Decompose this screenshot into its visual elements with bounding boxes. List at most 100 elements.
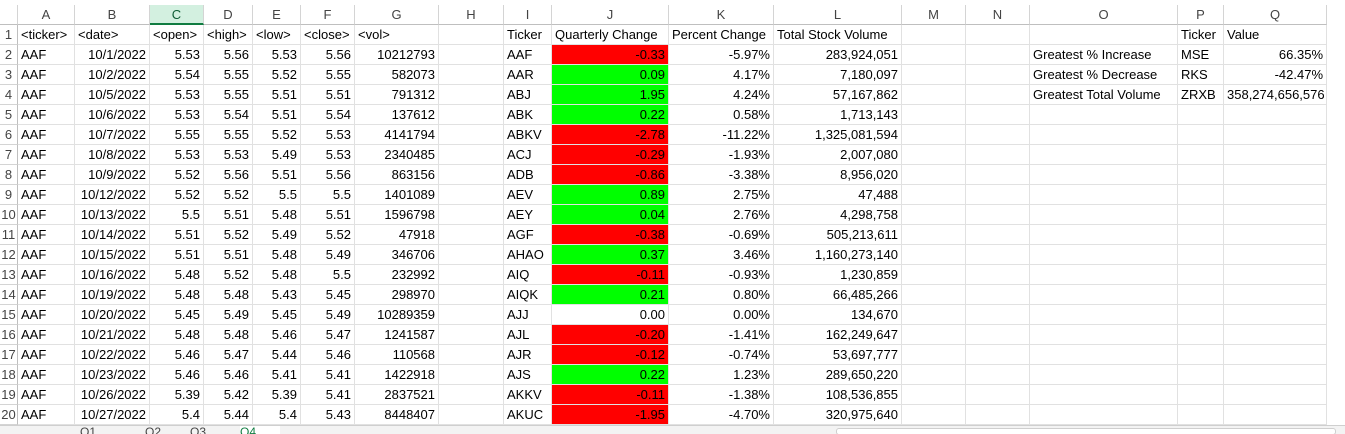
empty-cell[interactable]: [1030, 25, 1178, 45]
empty-cell[interactable]: [1030, 365, 1178, 385]
empty-cell[interactable]: [1224, 225, 1327, 245]
ticker-cell[interactable]: AAF: [18, 45, 75, 65]
quarterly-change-cell[interactable]: -0.20: [552, 325, 669, 345]
empty-cell[interactable]: [1178, 305, 1224, 325]
summary-ticker-cell[interactable]: AKUC: [504, 405, 552, 425]
column-header-g[interactable]: G: [355, 5, 439, 25]
summary-ticker-cell[interactable]: ADB: [504, 165, 552, 185]
empty-cell[interactable]: [439, 285, 504, 305]
value-cell[interactable]: 5.53: [301, 145, 355, 165]
quarterly-change-cell[interactable]: -0.12: [552, 345, 669, 365]
sheet-tab[interactable]: Q4: [240, 426, 280, 434]
empty-cell[interactable]: [1224, 265, 1327, 285]
value-cell[interactable]: 5.43: [253, 285, 301, 305]
column-header-i[interactable]: I: [504, 5, 552, 25]
ticker-cell[interactable]: AAF: [18, 145, 75, 165]
total-volume-cell[interactable]: 2,007,080: [774, 145, 902, 165]
row-header[interactable]: 12: [0, 245, 18, 265]
value-cell[interactable]: 5.49: [301, 305, 355, 325]
date-cell[interactable]: 10/19/2022: [75, 285, 150, 305]
date-cell[interactable]: 10/12/2022: [75, 185, 150, 205]
greatest-label-cell[interactable]: Greatest Total Volume: [1030, 85, 1178, 105]
value-cell[interactable]: 298970: [355, 285, 439, 305]
date-cell[interactable]: 10/27/2022: [75, 405, 150, 425]
empty-cell[interactable]: [966, 285, 1030, 305]
empty-cell[interactable]: [1224, 145, 1327, 165]
value-cell[interactable]: 5.5: [301, 265, 355, 285]
empty-cell[interactable]: [1224, 385, 1327, 405]
empty-cell[interactable]: [902, 125, 966, 145]
summary-header-cell[interactable]: Quarterly Change: [552, 25, 669, 45]
quarterly-change-cell[interactable]: -0.29: [552, 145, 669, 165]
empty-cell[interactable]: [966, 365, 1030, 385]
value-cell[interactable]: 232992: [355, 265, 439, 285]
empty-cell[interactable]: [1030, 345, 1178, 365]
total-volume-cell[interactable]: 134,670: [774, 305, 902, 325]
header-cell[interactable]: <ticker>: [18, 25, 75, 45]
percent-change-cell[interactable]: -4.70%: [669, 405, 774, 425]
date-cell[interactable]: 10/14/2022: [75, 225, 150, 245]
value-cell[interactable]: 5.48: [150, 325, 204, 345]
ticker-cell[interactable]: AAF: [18, 405, 75, 425]
column-header-d[interactable]: D: [204, 5, 253, 25]
ticker-cell[interactable]: AAF: [18, 85, 75, 105]
empty-cell[interactable]: [902, 305, 966, 325]
quarterly-change-cell[interactable]: 0.89: [552, 185, 669, 205]
empty-cell[interactable]: [902, 345, 966, 365]
date-cell[interactable]: 10/22/2022: [75, 345, 150, 365]
summary-ticker-cell[interactable]: AJJ: [504, 305, 552, 325]
value-cell[interactable]: 5.54: [301, 105, 355, 125]
empty-cell[interactable]: [966, 65, 1030, 85]
value-cell[interactable]: 5.46: [150, 345, 204, 365]
percent-change-cell[interactable]: 0.58%: [669, 105, 774, 125]
percent-change-cell[interactable]: 0.80%: [669, 285, 774, 305]
total-volume-cell[interactable]: 47,488: [774, 185, 902, 205]
quarterly-change-cell[interactable]: -0.11: [552, 385, 669, 405]
column-header-n[interactable]: N: [966, 5, 1030, 25]
empty-cell[interactable]: [439, 305, 504, 325]
empty-cell[interactable]: [1178, 145, 1224, 165]
percent-change-cell[interactable]: -11.22%: [669, 125, 774, 145]
empty-cell[interactable]: [1178, 285, 1224, 305]
date-cell[interactable]: 10/7/2022: [75, 125, 150, 145]
value-cell[interactable]: 5.44: [204, 405, 253, 425]
ticker-cell[interactable]: AAF: [18, 385, 75, 405]
value-cell[interactable]: 5.48: [150, 285, 204, 305]
value-cell[interactable]: 5.48: [204, 325, 253, 345]
value-cell[interactable]: 5.55: [150, 125, 204, 145]
empty-cell[interactable]: [902, 25, 966, 45]
empty-cell[interactable]: [1030, 325, 1178, 345]
empty-cell[interactable]: [439, 205, 504, 225]
empty-cell[interactable]: [1030, 265, 1178, 285]
value-cell[interactable]: 5.53: [150, 85, 204, 105]
empty-cell[interactable]: [1030, 205, 1178, 225]
value-cell[interactable]: 10289359: [355, 305, 439, 325]
empty-cell[interactable]: [966, 205, 1030, 225]
value-cell[interactable]: 5.51: [253, 165, 301, 185]
total-volume-cell[interactable]: 8,956,020: [774, 165, 902, 185]
value-cell[interactable]: 5.5: [150, 205, 204, 225]
empty-cell[interactable]: [1178, 325, 1224, 345]
value-cell[interactable]: 1596798: [355, 205, 439, 225]
quarterly-change-cell[interactable]: 0.37: [552, 245, 669, 265]
empty-cell[interactable]: [439, 145, 504, 165]
quarterly-change-cell[interactable]: -2.78: [552, 125, 669, 145]
date-cell[interactable]: 10/26/2022: [75, 385, 150, 405]
percent-change-cell[interactable]: 4.24%: [669, 85, 774, 105]
value-cell[interactable]: 5.4: [253, 405, 301, 425]
date-cell[interactable]: 10/16/2022: [75, 265, 150, 285]
empty-cell[interactable]: [902, 225, 966, 245]
total-volume-cell[interactable]: 283,924,051: [774, 45, 902, 65]
empty-cell[interactable]: [902, 285, 966, 305]
value-cell[interactable]: 5.53: [204, 145, 253, 165]
greatest-header-cell[interactable]: Ticker: [1178, 25, 1224, 45]
total-volume-cell[interactable]: 53,697,777: [774, 345, 902, 365]
value-cell[interactable]: 5.53: [150, 145, 204, 165]
empty-cell[interactable]: [1224, 245, 1327, 265]
empty-cell[interactable]: [902, 385, 966, 405]
greatest-value-cell[interactable]: 66.35%: [1224, 45, 1327, 65]
value-cell[interactable]: 5.56: [301, 45, 355, 65]
empty-cell[interactable]: [966, 385, 1030, 405]
value-cell[interactable]: 5.52: [150, 185, 204, 205]
